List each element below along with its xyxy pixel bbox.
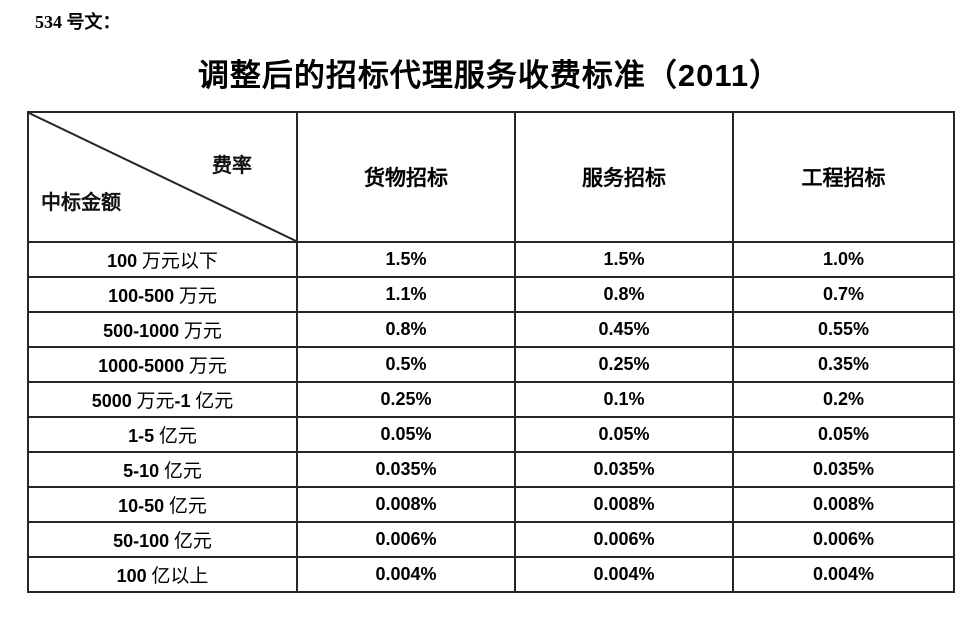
fee-value: 1.0% — [732, 241, 955, 278]
page-title: 调整后的招标代理服务收费标准（2011） — [197, 58, 782, 93]
column-header-services: 服务招标 — [514, 111, 734, 243]
row-label: 5-10 亿元 — [27, 451, 298, 488]
table-row: 5000 万元-1 亿元 0.25% 0.1% 0.2% — [27, 381, 955, 418]
fee-value: 0.45% — [514, 311, 734, 348]
table-header-row: 费率 中标金额 货物招标 服务招标 工程招标 — [27, 111, 955, 243]
row-label: 50-100 亿元 — [27, 521, 298, 558]
fee-value: 0.006% — [296, 521, 516, 558]
row-label: 100 万元以下 — [27, 241, 298, 278]
corner-label-rate: 费率 — [212, 155, 252, 177]
fee-value: 0.004% — [514, 556, 734, 593]
fee-value: 0.05% — [514, 416, 734, 453]
row-label: 10-50 亿元 — [27, 486, 298, 523]
fee-value: 0.1% — [514, 381, 734, 418]
fee-value: 0.7% — [732, 276, 955, 313]
table-row: 5-10 亿元 0.035% 0.035% 0.035% — [27, 451, 955, 488]
doc-reference: 534 号文： — [35, 12, 121, 32]
fee-value: 0.35% — [732, 346, 955, 383]
corner-cell: 费率 中标金额 — [27, 111, 298, 243]
fee-value: 0.8% — [514, 276, 734, 313]
fee-value: 0.05% — [732, 416, 955, 453]
row-label: 1-5 亿元 — [27, 416, 298, 453]
diagonal-line — [29, 113, 296, 241]
fee-value: 0.008% — [514, 486, 734, 523]
column-header-goods: 货物招标 — [296, 111, 516, 243]
table-row: 500-1000 万元 0.8% 0.45% 0.55% — [27, 311, 955, 348]
fee-value: 0.25% — [514, 346, 734, 383]
row-label: 5000 万元-1 亿元 — [27, 381, 298, 418]
fee-value: 0.5% — [296, 346, 516, 383]
table-row: 100-500 万元 1.1% 0.8% 0.7% — [27, 276, 955, 313]
fee-value: 0.006% — [732, 521, 955, 558]
table-row: 1000-5000 万元 0.5% 0.25% 0.35% — [27, 346, 955, 383]
table-row: 100 亿以上 0.004% 0.004% 0.004% — [27, 556, 955, 593]
table-row: 10-50 亿元 0.008% 0.008% 0.008% — [27, 486, 955, 523]
corner-label-amount: 中标金额 — [41, 192, 121, 214]
row-label: 1000-5000 万元 — [27, 346, 298, 383]
fee-value: 0.004% — [296, 556, 516, 593]
row-label: 100 亿以上 — [27, 556, 298, 593]
fee-value: 1.5% — [296, 241, 516, 278]
fee-rate-table: 费率 中标金额 货物招标 服务招标 工程招标 100 万元以下 1.5% 1.5… — [27, 111, 955, 593]
fee-value: 0.008% — [732, 486, 955, 523]
fee-value: 0.55% — [732, 311, 955, 348]
fee-value: 0.035% — [514, 451, 734, 488]
fee-value: 0.05% — [296, 416, 516, 453]
fee-value: 0.8% — [296, 311, 516, 348]
table-row: 100 万元以下 1.5% 1.5% 1.0% — [27, 241, 955, 278]
row-label: 100-500 万元 — [27, 276, 298, 313]
fee-value: 0.035% — [732, 451, 955, 488]
fee-value: 1.1% — [296, 276, 516, 313]
table-row: 50-100 亿元 0.006% 0.006% 0.006% — [27, 521, 955, 558]
table-row: 1-5 亿元 0.05% 0.05% 0.05% — [27, 416, 955, 453]
fee-value: 0.004% — [732, 556, 955, 593]
fee-value: 0.008% — [296, 486, 516, 523]
fee-value: 0.006% — [514, 521, 734, 558]
fee-value: 1.5% — [514, 241, 734, 278]
column-header-engineering: 工程招标 — [732, 111, 955, 243]
fee-value: 0.035% — [296, 451, 516, 488]
fee-value: 0.25% — [296, 381, 516, 418]
row-label: 500-1000 万元 — [27, 311, 298, 348]
fee-value: 0.2% — [732, 381, 955, 418]
